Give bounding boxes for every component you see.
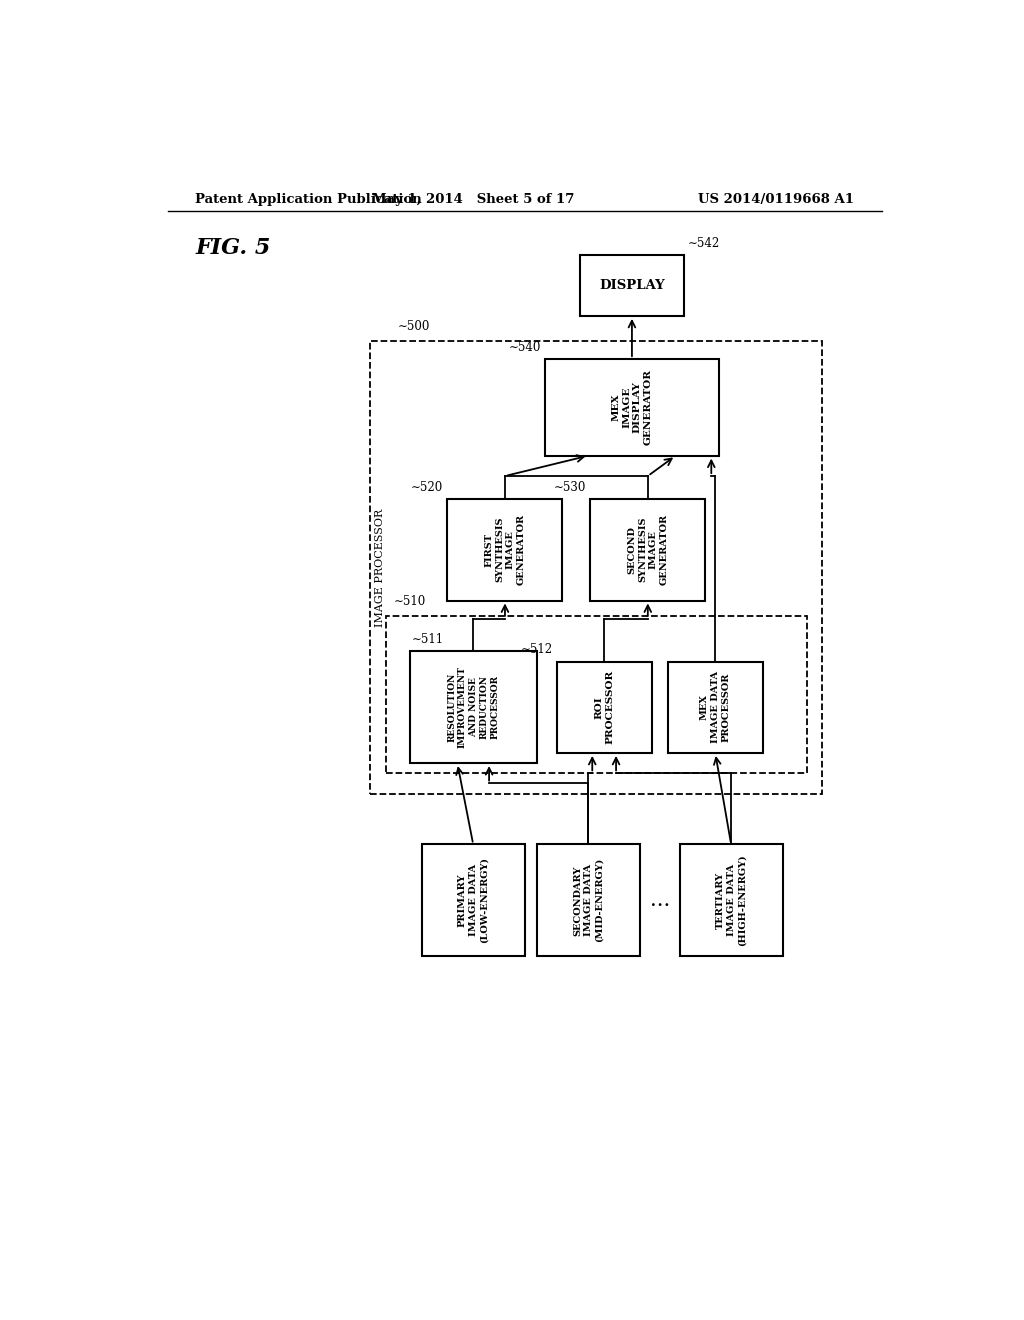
Text: ∼542: ∼542 — [687, 236, 720, 249]
Text: ∼500: ∼500 — [397, 321, 430, 333]
Bar — [581, 255, 684, 315]
Text: MEX
IMAGE DATA
PROCESSOR: MEX IMAGE DATA PROCESSOR — [700, 671, 730, 743]
Text: ∼520: ∼520 — [412, 480, 443, 494]
Bar — [545, 359, 719, 455]
Text: Patent Application Publication: Patent Application Publication — [196, 193, 422, 206]
Text: FIG. 5: FIG. 5 — [196, 236, 270, 259]
Text: FIRST
SYNTHESIS
IMAGE
GENERATOR: FIRST SYNTHESIS IMAGE GENERATOR — [484, 515, 525, 585]
Text: ∼512: ∼512 — [520, 643, 553, 656]
Text: ∼530: ∼530 — [554, 480, 587, 494]
Bar — [668, 661, 763, 752]
Text: PRIMARY
IMAGE DATA
(LOW-ENERGY): PRIMARY IMAGE DATA (LOW-ENERGY) — [458, 858, 488, 944]
Text: ...: ... — [649, 891, 670, 909]
Text: RESOLUTION
IMPROVEMENT
AND NOISE
REDUCTION
PROCESSOR: RESOLUTION IMPROVEMENT AND NOISE REDUCTI… — [447, 667, 500, 748]
Bar — [680, 845, 782, 956]
Text: ROI
PROCESSOR: ROI PROCESSOR — [594, 671, 614, 744]
Bar — [386, 615, 807, 774]
Text: TERTIARY
IMAGE DATA
(HIGH-ENERGY): TERTIARY IMAGE DATA (HIGH-ENERGY) — [716, 854, 746, 946]
Text: SECOND
SYNTHESIS
IMAGE
GENERATOR: SECOND SYNTHESIS IMAGE GENERATOR — [627, 515, 669, 585]
Text: SECONDARY
IMAGE DATA
(MID-ENERGY): SECONDARY IMAGE DATA (MID-ENERGY) — [573, 858, 603, 942]
Bar — [410, 651, 537, 763]
Bar — [557, 661, 652, 752]
Text: DISPLAY: DISPLAY — [599, 279, 665, 292]
Text: US 2014/0119668 A1: US 2014/0119668 A1 — [698, 193, 854, 206]
Text: MEX
IMAGE
DISPLAY
GENERATOR: MEX IMAGE DISPLAY GENERATOR — [611, 370, 652, 445]
Text: IMAGE PROCESSOR: IMAGE PROCESSOR — [375, 508, 385, 627]
Bar — [590, 499, 706, 601]
Text: May 1, 2014   Sheet 5 of 17: May 1, 2014 Sheet 5 of 17 — [372, 193, 574, 206]
Bar — [422, 845, 524, 956]
Bar — [537, 845, 640, 956]
Text: ∼511: ∼511 — [412, 634, 443, 647]
Text: ∼540: ∼540 — [508, 341, 541, 354]
Bar — [370, 342, 822, 793]
Bar — [447, 499, 562, 601]
Text: ∼510: ∼510 — [394, 594, 426, 607]
